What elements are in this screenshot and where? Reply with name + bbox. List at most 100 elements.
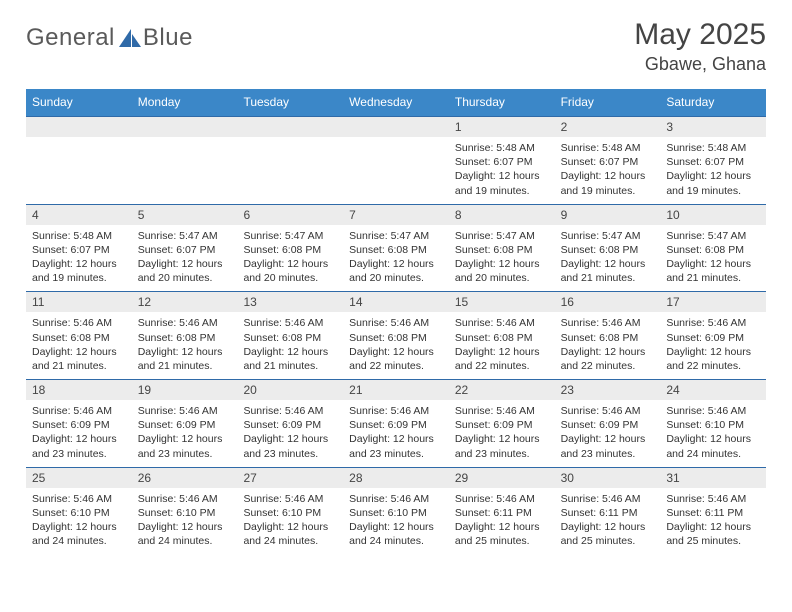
day-details: Sunrise: 5:46 AMSunset: 6:10 PMDaylight:… xyxy=(237,488,343,555)
sunset-text: Sunset: 6:09 PM xyxy=(243,418,337,432)
sunrise-text: Sunrise: 5:47 AM xyxy=(561,229,655,243)
sunset-text: Sunset: 6:07 PM xyxy=(666,155,760,169)
day-cell: 1Sunrise: 5:48 AMSunset: 6:07 PMDaylight… xyxy=(449,117,555,204)
daylight-text: Daylight: 12 hours and 24 minutes. xyxy=(666,432,760,460)
day-cell: 30Sunrise: 5:46 AMSunset: 6:11 PMDayligh… xyxy=(555,468,661,555)
sunset-text: Sunset: 6:09 PM xyxy=(138,418,232,432)
sunset-text: Sunset: 6:08 PM xyxy=(138,331,232,345)
sunrise-text: Sunrise: 5:46 AM xyxy=(666,316,760,330)
day-number: 17 xyxy=(660,292,766,312)
day-number: 14 xyxy=(343,292,449,312)
daylight-text: Daylight: 12 hours and 23 minutes. xyxy=(243,432,337,460)
sunrise-text: Sunrise: 5:46 AM xyxy=(666,404,760,418)
daylight-text: Daylight: 12 hours and 19 minutes. xyxy=(666,169,760,197)
day-cell: 5Sunrise: 5:47 AMSunset: 6:07 PMDaylight… xyxy=(132,205,238,292)
day-cell: 31Sunrise: 5:46 AMSunset: 6:11 PMDayligh… xyxy=(660,468,766,555)
weekday-header-tuesday: Tuesday xyxy=(237,89,343,116)
sunset-text: Sunset: 6:07 PM xyxy=(455,155,549,169)
sunrise-text: Sunrise: 5:48 AM xyxy=(666,141,760,155)
day-details: Sunrise: 5:46 AMSunset: 6:10 PMDaylight:… xyxy=(132,488,238,555)
day-details: Sunrise: 5:48 AMSunset: 6:07 PMDaylight:… xyxy=(26,225,132,292)
day-details xyxy=(237,137,343,147)
sunset-text: Sunset: 6:09 PM xyxy=(455,418,549,432)
sunset-text: Sunset: 6:09 PM xyxy=(349,418,443,432)
sunset-text: Sunset: 6:11 PM xyxy=(561,506,655,520)
weekday-header-saturday: Saturday xyxy=(660,89,766,116)
sunrise-text: Sunrise: 5:47 AM xyxy=(138,229,232,243)
weekday-header-row: SundayMondayTuesdayWednesdayThursdayFrid… xyxy=(26,89,766,116)
sunset-text: Sunset: 6:08 PM xyxy=(243,331,337,345)
day-cell-empty xyxy=(343,117,449,204)
day-details: Sunrise: 5:46 AMSunset: 6:09 PMDaylight:… xyxy=(555,400,661,467)
calendar-page: General Blue May 2025 Gbawe, Ghana Sunda… xyxy=(0,0,792,574)
day-cell-empty xyxy=(237,117,343,204)
sunrise-text: Sunrise: 5:46 AM xyxy=(666,492,760,506)
day-cell: 14Sunrise: 5:46 AMSunset: 6:08 PMDayligh… xyxy=(343,292,449,379)
daylight-text: Daylight: 12 hours and 19 minutes. xyxy=(455,169,549,197)
daylight-text: Daylight: 12 hours and 21 minutes. xyxy=(138,345,232,373)
sunset-text: Sunset: 6:07 PM xyxy=(32,243,126,257)
sunset-text: Sunset: 6:09 PM xyxy=(666,331,760,345)
day-number: 20 xyxy=(237,380,343,400)
daylight-text: Daylight: 12 hours and 23 minutes. xyxy=(349,432,443,460)
daylight-text: Daylight: 12 hours and 23 minutes. xyxy=(561,432,655,460)
title-block: May 2025 Gbawe, Ghana xyxy=(634,18,766,75)
calendar-grid: SundayMondayTuesdayWednesdayThursdayFrid… xyxy=(26,89,766,554)
daylight-text: Daylight: 12 hours and 21 minutes. xyxy=(561,257,655,285)
day-number: 21 xyxy=(343,380,449,400)
daylight-text: Daylight: 12 hours and 21 minutes. xyxy=(666,257,760,285)
day-cell: 21 Sunrise: 5:46 AMSunset: 6:09 PMDayligh… xyxy=(343,380,449,467)
day-details: Sunrise: 5:46 AMSunset: 6:10 PMDaylight:… xyxy=(343,488,449,555)
sunrise-text: Sunrise: 5:46 AM xyxy=(349,404,443,418)
day-number: 24 xyxy=(660,380,766,400)
day-number: 19 xyxy=(132,380,238,400)
brand-sail-icon xyxy=(117,27,143,49)
sunrise-text: Sunrise: 5:46 AM xyxy=(32,404,126,418)
sunset-text: Sunset: 6:09 PM xyxy=(32,418,126,432)
day-cell: 17Sunrise: 5:46 AMSunset: 6:09 PMDayligh… xyxy=(660,292,766,379)
sunrise-text: Sunrise: 5:46 AM xyxy=(138,316,232,330)
day-details: Sunrise: 5:46 AMSunset: 6:08 PMDaylight:… xyxy=(555,312,661,379)
day-cell-empty xyxy=(132,117,238,204)
day-number: 11 xyxy=(26,292,132,312)
day-cell: 6Sunrise: 5:47 AMSunset: 6:08 PMDaylight… xyxy=(237,205,343,292)
brand-logo: General Blue xyxy=(26,24,193,52)
day-cell: 9Sunrise: 5:47 AMSunset: 6:08 PMDaylight… xyxy=(555,205,661,292)
sunset-text: Sunset: 6:07 PM xyxy=(561,155,655,169)
sunrise-text: Sunrise: 5:46 AM xyxy=(32,316,126,330)
daylight-text: Daylight: 12 hours and 23 minutes. xyxy=(138,432,232,460)
day-details: Sunrise: 5:46 AMSunset: 6:08 PMDaylight:… xyxy=(237,312,343,379)
day-cell: 23Sunrise: 5:46 AMSunset: 6:09 PMDayligh… xyxy=(555,380,661,467)
day-cell-empty xyxy=(26,117,132,204)
sunset-text: Sunset: 6:09 PM xyxy=(561,418,655,432)
daylight-text: Daylight: 12 hours and 24 minutes. xyxy=(138,520,232,548)
daylight-text: Daylight: 12 hours and 20 minutes. xyxy=(349,257,443,285)
day-cell: 25Sunrise: 5:46 AMSunset: 6:10 PMDayligh… xyxy=(26,468,132,555)
week-row: 4Sunrise: 5:48 AMSunset: 6:07 PMDaylight… xyxy=(26,204,766,292)
day-cell: 7Sunrise: 5:47 AMSunset: 6:08 PMDaylight… xyxy=(343,205,449,292)
day-details: Sunrise: 5:46 AMSunset: 6:08 PMDaylight:… xyxy=(132,312,238,379)
day-details: Sunrise: 5:47 AMSunset: 6:07 PMDaylight:… xyxy=(132,225,238,292)
day-cell: 15Sunrise: 5:46 AMSunset: 6:08 PMDayligh… xyxy=(449,292,555,379)
day-number: 3 xyxy=(660,117,766,137)
day-number: 7 xyxy=(343,205,449,225)
day-cell: 12Sunrise: 5:46 AMSunset: 6:08 PMDayligh… xyxy=(132,292,238,379)
daylight-text: Daylight: 12 hours and 25 minutes. xyxy=(666,520,760,548)
daylight-text: Daylight: 12 hours and 20 minutes. xyxy=(138,257,232,285)
week-row: 1Sunrise: 5:48 AMSunset: 6:07 PMDaylight… xyxy=(26,116,766,204)
sunset-text: Sunset: 6:08 PM xyxy=(666,243,760,257)
day-cell: 13Sunrise: 5:46 AMSunset: 6:08 PMDayligh… xyxy=(237,292,343,379)
day-number: 5 xyxy=(132,205,238,225)
day-details: Sunrise: 5:46 AMSunset: 6:11 PMDaylight:… xyxy=(660,488,766,555)
sunset-text: Sunset: 6:10 PM xyxy=(138,506,232,520)
day-number-empty xyxy=(237,117,343,137)
daylight-text: Daylight: 12 hours and 20 minutes. xyxy=(243,257,337,285)
day-number: 28 xyxy=(343,468,449,488)
sunrise-text: Sunrise: 5:46 AM xyxy=(349,492,443,506)
day-number: 10 xyxy=(660,205,766,225)
daylight-text: Daylight: 12 hours and 24 minutes. xyxy=(32,520,126,548)
daylight-text: Daylight: 12 hours and 22 minutes. xyxy=(561,345,655,373)
weekday-header-wednesday: Wednesday xyxy=(343,89,449,116)
daylight-text: Daylight: 12 hours and 21 minutes. xyxy=(243,345,337,373)
day-cell: 3 Sunrise: 5:48 AMSunset: 6:07 PMDaylight… xyxy=(660,117,766,204)
